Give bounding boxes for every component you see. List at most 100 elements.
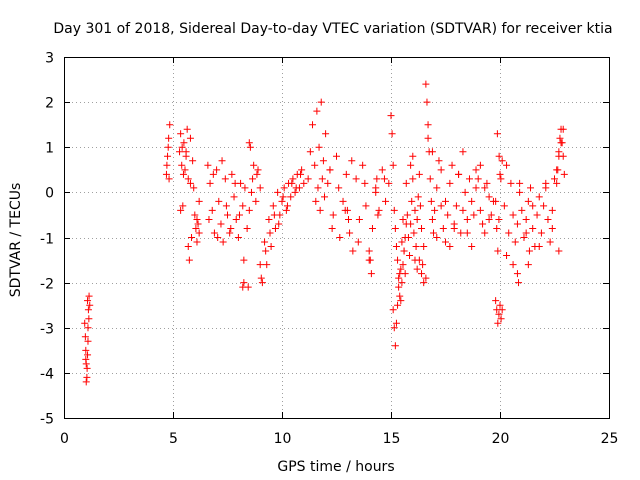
data-point (373, 175, 381, 183)
data-point (529, 202, 537, 210)
data-point (361, 179, 369, 187)
data-point (246, 143, 254, 151)
data-point (533, 211, 541, 219)
data-point (515, 279, 523, 287)
data-point (418, 224, 426, 232)
y-tick-label: 3 (45, 51, 54, 67)
data-point (349, 247, 357, 255)
data-point (312, 197, 320, 205)
data-point (470, 211, 478, 219)
data-point (84, 351, 92, 359)
data-point (494, 319, 502, 327)
data-point (442, 238, 449, 246)
data-point (426, 175, 434, 183)
data-point (262, 247, 270, 255)
data-point (280, 184, 288, 192)
x-axis-label: GPS time / hours (277, 459, 394, 475)
data-point (401, 234, 409, 241)
data-point (321, 193, 329, 201)
data-point (257, 274, 265, 282)
data-point (415, 170, 423, 178)
data-point (378, 166, 386, 174)
y-tick-label: -4 (40, 367, 54, 383)
data-point (448, 161, 456, 169)
data-point (461, 188, 469, 196)
data-point (375, 206, 383, 214)
y-tick-label: 2 (45, 96, 54, 112)
data-point (309, 121, 317, 129)
data-point (420, 279, 428, 287)
data-point (433, 234, 441, 241)
data-point (544, 215, 552, 223)
data-point (553, 179, 561, 187)
data-point (184, 175, 192, 183)
data-point (389, 306, 397, 314)
data-point (278, 197, 286, 205)
data-point (437, 166, 445, 174)
data-point (243, 224, 251, 232)
data-point (457, 229, 465, 237)
data-point (339, 197, 347, 205)
data-point (409, 152, 417, 160)
data-point (258, 279, 266, 287)
data-point (204, 161, 212, 169)
data-point (483, 179, 491, 187)
data-point (177, 206, 185, 214)
data-point (555, 148, 563, 156)
data-point (399, 261, 407, 269)
data-point (472, 166, 480, 174)
y-tick-label: 0 (45, 186, 54, 202)
data-point (215, 197, 223, 205)
data-point (444, 211, 452, 219)
data-point (394, 301, 402, 309)
data-point (494, 247, 502, 255)
data-point (476, 161, 484, 169)
data-point (205, 215, 213, 223)
data-point (230, 193, 238, 201)
data-point (424, 134, 432, 142)
data-point (232, 215, 240, 223)
data-point (554, 166, 562, 174)
data-point (509, 261, 517, 269)
x-tick-label: 5 (169, 431, 178, 447)
data-point (335, 184, 343, 192)
data-point (419, 261, 427, 269)
data-point (392, 319, 400, 327)
y-axis-label: SDTVAR / TECUs (8, 183, 24, 298)
data-point (84, 337, 92, 345)
x-tick-label: 25 (601, 431, 619, 447)
data-point (231, 179, 239, 187)
data-point (524, 261, 532, 269)
data-point (498, 306, 506, 314)
data-point (459, 148, 467, 156)
data-point (192, 224, 200, 232)
data-point (326, 166, 334, 174)
data-point (435, 157, 443, 165)
data-point (336, 234, 344, 241)
data-point (546, 238, 554, 246)
data-point (413, 215, 421, 223)
data-point (540, 202, 548, 210)
data-point (382, 197, 390, 205)
data-point (368, 224, 376, 232)
data-point (163, 161, 171, 169)
data-point (439, 224, 447, 232)
data-point (367, 270, 375, 278)
data-point (164, 143, 172, 151)
data-point (422, 80, 430, 88)
data-point (481, 229, 489, 237)
data-point (495, 152, 503, 160)
data-point (304, 175, 312, 183)
data-point (250, 161, 258, 169)
data-point (423, 98, 431, 106)
data-point (287, 193, 295, 201)
data-point (84, 297, 92, 305)
data-point (298, 166, 306, 174)
data-point (414, 193, 422, 201)
data-point (288, 179, 296, 187)
x-tick-label: 20 (492, 431, 510, 447)
data-point (193, 238, 201, 246)
data-point (468, 243, 476, 251)
data-point (343, 206, 351, 214)
data-point (256, 184, 264, 192)
